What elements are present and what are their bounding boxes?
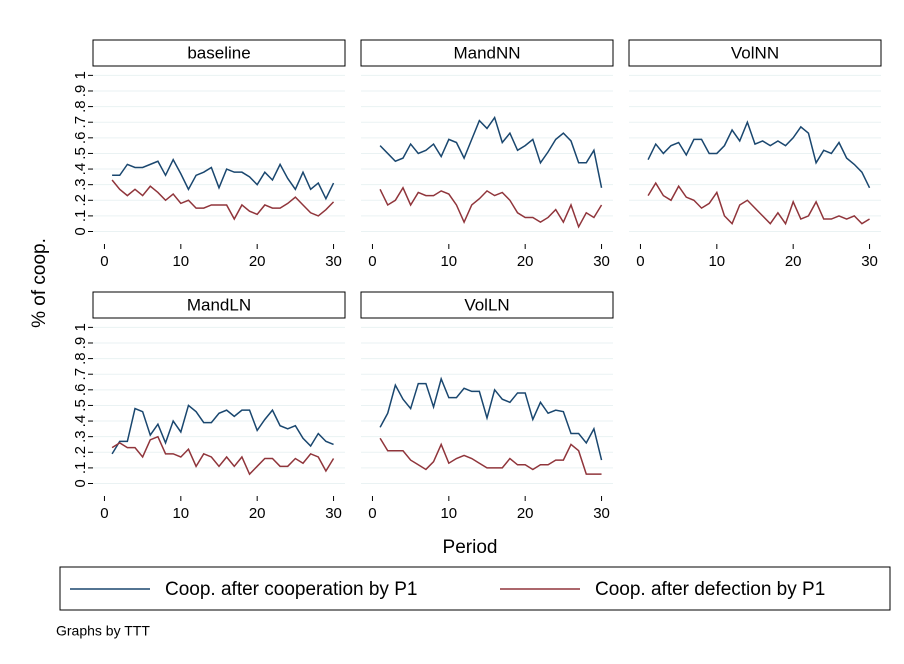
series-line <box>379 186 603 229</box>
legend-label: Coop. after defection by P1 <box>595 579 825 600</box>
x-tick-label: 0 <box>368 505 376 522</box>
x-tick-label: 30 <box>861 253 878 270</box>
y-tick-label: .4 <box>72 163 89 176</box>
y-tick-label: .8 <box>72 352 89 365</box>
y-tick-label: 1 <box>72 71 89 79</box>
x-tick-label: 10 <box>172 253 189 270</box>
y-tick-label: .5 <box>72 147 89 160</box>
series-line <box>111 435 335 476</box>
panel-title: MandLN <box>187 295 251 314</box>
x-tick-label: 20 <box>517 253 534 270</box>
panel-title: VolNN <box>731 43 779 62</box>
y-tick-label: .6 <box>72 384 89 397</box>
series-line <box>111 179 335 221</box>
x-tick-label: 10 <box>440 505 457 522</box>
y-tick-label: .2 <box>72 446 89 459</box>
panel-title: MandNN <box>453 43 520 62</box>
x-tick-label: 0 <box>636 253 644 270</box>
panel-title: baseline <box>187 43 250 62</box>
series-line <box>647 120 871 189</box>
note: Graphs by TTT <box>56 623 150 639</box>
y-tick-label: .1 <box>72 462 89 475</box>
x-tick-label: 30 <box>325 253 342 270</box>
panel-header <box>92 39 346 67</box>
y-tick-label: .2 <box>72 194 89 207</box>
y-tick-label: .4 <box>72 415 89 428</box>
x-tick-label: 10 <box>708 253 725 270</box>
y-tick-label: 0 <box>72 479 89 487</box>
y-tick-label: 1 <box>72 323 89 331</box>
y-tick-label: .5 <box>72 399 89 412</box>
x-tick-label: 20 <box>517 505 534 522</box>
x-axis-title: Period <box>443 537 498 558</box>
y-axis-title: % of coop. <box>29 238 50 328</box>
x-tick-label: 30 <box>593 253 610 270</box>
x-tick-label: 10 <box>440 253 457 270</box>
y-tick-label: .9 <box>72 337 89 350</box>
x-tick-label: 0 <box>368 253 376 270</box>
y-tick-label: .3 <box>72 430 89 443</box>
series-line <box>647 181 870 226</box>
legend-box <box>59 566 891 611</box>
y-tick-label: .7 <box>72 116 89 129</box>
x-tick-label: 20 <box>249 253 266 270</box>
x-tick-label: 10 <box>172 505 189 522</box>
panel-header <box>628 39 882 67</box>
panel-header <box>92 291 346 319</box>
x-tick-label: 30 <box>325 505 342 522</box>
x-tick-label: 0 <box>100 505 108 522</box>
y-tick-label: .1 <box>72 210 89 223</box>
series-line <box>112 158 335 201</box>
y-tick-label: .6 <box>72 132 89 145</box>
x-tick-label: 20 <box>249 505 266 522</box>
series-line <box>379 376 603 461</box>
x-tick-label: 20 <box>785 253 802 270</box>
x-tick-label: 30 <box>593 505 610 522</box>
y-tick-label: .3 <box>72 178 89 191</box>
y-tick-label: .7 <box>72 368 89 381</box>
y-tick-label: .9 <box>72 85 89 98</box>
series-line <box>111 404 334 455</box>
panel-header <box>360 291 614 319</box>
y-tick-label: 0 <box>72 227 89 235</box>
y-tick-label: .8 <box>72 100 89 113</box>
legend-label: Coop. after cooperation by P1 <box>165 579 417 600</box>
x-tick-label: 0 <box>100 253 108 270</box>
series-line <box>379 115 603 188</box>
panel-title: VolLN <box>464 295 509 314</box>
series-line <box>379 437 602 475</box>
panel-header <box>360 39 614 67</box>
